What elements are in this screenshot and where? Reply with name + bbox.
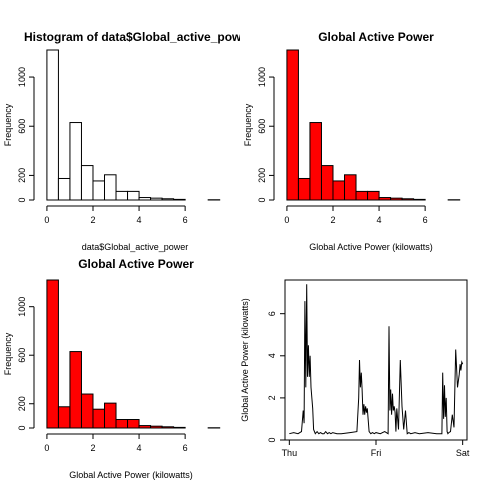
y-tick-label: 600	[17, 119, 27, 134]
y-tick-label: 200	[17, 168, 27, 183]
x-tick-label: 4	[137, 443, 142, 453]
y-tick-label: 6	[267, 311, 277, 316]
y-tick-label: 1000	[257, 67, 267, 87]
y-tick-label: 200	[257, 168, 267, 183]
histogram-bar	[309, 122, 322, 201]
histogram-bar	[378, 197, 392, 201]
histogram-bar	[401, 198, 415, 201]
histogram-bar	[57, 406, 71, 429]
histogram-bar	[46, 49, 59, 201]
x-axis-label: Global Active Power (kilowatts)	[69, 470, 193, 480]
histogram-bar	[138, 425, 152, 429]
x-tick-label: 6	[423, 215, 428, 225]
y-tick-label: 1000	[17, 297, 27, 317]
power-series-line	[289, 284, 464, 435]
histogram-bar	[138, 197, 152, 201]
histogram-bar	[150, 197, 163, 201]
histogram-bar	[161, 426, 175, 429]
x-tick-label: 0	[44, 215, 49, 225]
histogram-bar	[92, 408, 106, 429]
chart-panel-3: Global Active Power Global Active Power (…	[3, 257, 221, 480]
y-tick-label: 0	[17, 425, 27, 430]
x-tick-label: Thu	[282, 448, 298, 458]
histogram-bar	[127, 190, 140, 201]
histogram-bar	[173, 198, 186, 201]
histogram-bar	[332, 180, 346, 201]
plot-frame	[284, 279, 468, 441]
x-tick-label: 2	[330, 215, 335, 225]
chart-panel-1: Histogram of data$Global_active_powerdat…	[3, 30, 253, 252]
histogram-bar	[367, 190, 380, 201]
x-tick-label: 2	[90, 443, 95, 453]
y-tick-label: 0	[17, 197, 27, 202]
y-axis-label: Frequency	[243, 103, 253, 146]
x-tick-label: 0	[284, 215, 289, 225]
histogram-bar	[150, 425, 163, 429]
histogram-bar	[390, 197, 403, 201]
y-tick-label: 0	[257, 197, 267, 202]
x-tick-label: 2	[90, 215, 95, 225]
histogram-bar	[115, 190, 129, 201]
x-tick-label: 6	[183, 443, 188, 453]
y-tick-label: 600	[257, 119, 267, 134]
x-tick-label: 0	[44, 443, 49, 453]
histogram-bar	[80, 165, 94, 201]
histogram-bar	[69, 351, 82, 429]
histogram-bar	[57, 177, 71, 201]
chart-title: Histogram of data$Global_active_power	[24, 30, 253, 44]
histogram-bar	[173, 426, 186, 429]
y-tick-label: 200	[17, 396, 27, 411]
x-tick-label: Sat	[456, 448, 470, 458]
histogram-bar	[46, 279, 59, 429]
histogram-bar	[104, 402, 117, 429]
histogram-bar	[297, 177, 311, 201]
chart-title: Global Active Power	[318, 30, 434, 44]
histogram-bar	[127, 419, 140, 429]
y-axis-label: Frequency	[3, 332, 13, 375]
histogram-bar	[69, 122, 82, 201]
histogram-bar	[161, 198, 175, 201]
x-axis-label: Global Active Power (kilowatts)	[309, 242, 433, 252]
histogram-bar	[80, 393, 94, 429]
chart-title: Global Active Power	[78, 257, 194, 271]
histogram-bar	[92, 180, 106, 201]
x-tick-label: 4	[377, 215, 382, 225]
y-tick-label: 4	[267, 353, 277, 358]
y-tick-label: 600	[17, 348, 27, 363]
histogram-bar	[286, 49, 299, 201]
chart-panel-4: Global Active Power (kilowatts) Thu Fri Sat…	[240, 279, 470, 458]
y-tick-label: 2	[267, 395, 277, 400]
y-tick-label: 1000	[17, 67, 27, 87]
y-axis-label: Global Active Power (kilowatts)	[240, 298, 250, 422]
x-tick-label: 6	[183, 215, 188, 225]
x-tick-label: 4	[137, 215, 142, 225]
histogram-bar	[355, 190, 369, 201]
histogram-bar	[344, 174, 357, 201]
y-tick-label: 0	[267, 437, 277, 442]
histogram-bar	[413, 198, 426, 201]
y-axis-label: Frequency	[3, 103, 13, 146]
histogram-bar	[320, 165, 334, 201]
histogram-bar	[104, 174, 117, 201]
chart-panel-2: Global Active Power Global Active Power (…	[243, 30, 461, 252]
x-axis-label: data$Global_active_power	[82, 242, 189, 252]
x-tick-label: Fri	[371, 448, 382, 458]
histogram-bar	[115, 419, 129, 429]
